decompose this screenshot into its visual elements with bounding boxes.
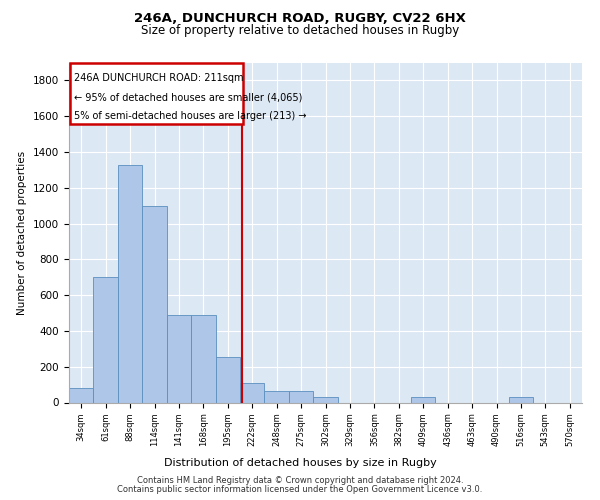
Y-axis label: Number of detached properties: Number of detached properties [17, 150, 28, 314]
Bar [240, 383, 265, 402]
Text: 5% of semi-detached houses are larger (213) →: 5% of semi-detached houses are larger (2… [74, 111, 307, 121]
Bar [265, 391, 289, 402]
Text: 246A DUNCHURCH ROAD: 211sqm: 246A DUNCHURCH ROAD: 211sqm [74, 73, 244, 83]
Bar [118, 164, 142, 402]
Bar [509, 397, 533, 402]
Bar [411, 397, 436, 402]
Bar [70, 64, 242, 124]
Text: Contains public sector information licensed under the Open Government Licence v3: Contains public sector information licen… [118, 485, 482, 494]
Bar [215, 357, 240, 403]
Bar [167, 315, 191, 402]
Bar [142, 206, 167, 402]
Text: Distribution of detached houses by size in Rugby: Distribution of detached houses by size … [164, 458, 436, 468]
Bar [191, 315, 215, 402]
Text: Size of property relative to detached houses in Rugby: Size of property relative to detached ho… [141, 24, 459, 37]
Bar [69, 388, 94, 402]
Text: Contains HM Land Registry data © Crown copyright and database right 2024.: Contains HM Land Registry data © Crown c… [137, 476, 463, 485]
Bar [94, 277, 118, 402]
Bar [289, 391, 313, 402]
Text: 246A, DUNCHURCH ROAD, RUGBY, CV22 6HX: 246A, DUNCHURCH ROAD, RUGBY, CV22 6HX [134, 12, 466, 26]
Text: ← 95% of detached houses are smaller (4,065): ← 95% of detached houses are smaller (4,… [74, 92, 302, 102]
Bar [313, 397, 338, 402]
